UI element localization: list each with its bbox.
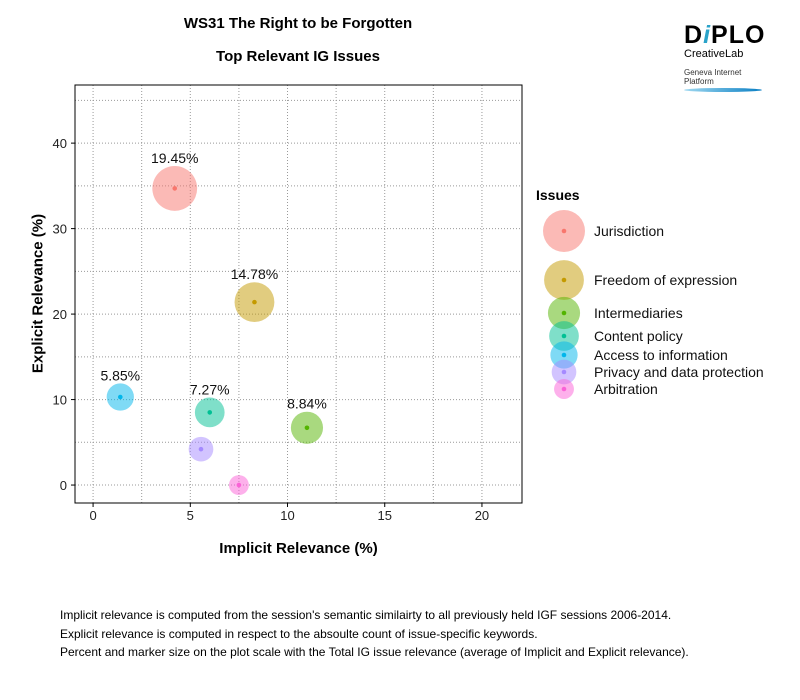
data-label: 8.84% bbox=[287, 396, 327, 412]
data-label: 14.78% bbox=[231, 266, 278, 282]
bubble-center bbox=[236, 482, 242, 488]
plot-border bbox=[74, 84, 523, 504]
bubble-center bbox=[172, 186, 178, 191]
y-tick-label: 10 bbox=[53, 393, 67, 408]
y-tick-label: 0 bbox=[60, 478, 67, 493]
chart-title: WS31 The Right to be Forgotten bbox=[183, 15, 413, 32]
legend-label: Content policy bbox=[594, 328, 683, 344]
diplo-logo: DiPLO CreativeLab Geneva Internet Platfo… bbox=[684, 22, 768, 92]
legend-key-center bbox=[561, 386, 567, 392]
x-tick-label: 20 bbox=[475, 508, 489, 523]
logo-tagline: Geneva Internet Platform bbox=[684, 68, 742, 86]
legend-label: Intermediaries bbox=[594, 305, 683, 321]
note-2: Explicit relevance is computed in respec… bbox=[60, 627, 538, 641]
bubble-center bbox=[207, 410, 213, 415]
data-label: 5.85% bbox=[100, 367, 140, 383]
x-axis-label: Implicit Relevance (%) bbox=[219, 540, 378, 557]
legend-key-center bbox=[561, 277, 567, 283]
y-tick-label: 20 bbox=[53, 307, 67, 322]
logo-brand: DiPLO bbox=[684, 21, 766, 49]
y-tick-label: 40 bbox=[53, 136, 67, 151]
chart-subtitle: Top Relevant IG Issues bbox=[216, 48, 380, 65]
legend-label: Arbitration bbox=[594, 381, 658, 397]
legend-key-center bbox=[561, 333, 567, 339]
y-axis-label: Explicit Relevance (%) bbox=[29, 213, 47, 374]
legend-key-center bbox=[561, 310, 567, 316]
logo-sub: CreativeLab bbox=[684, 48, 744, 60]
bubble-center bbox=[252, 299, 257, 305]
data-label: 19.45% bbox=[151, 150, 198, 166]
x-tick-label: 10 bbox=[280, 508, 294, 523]
bubble-center bbox=[304, 425, 310, 431]
legend-label: Privacy and data protection bbox=[594, 364, 764, 380]
x-tick-label: 0 bbox=[89, 508, 96, 523]
legend-title: Issues bbox=[536, 187, 580, 203]
bubble-center bbox=[118, 394, 123, 400]
legend-key-center bbox=[561, 352, 567, 358]
logo-swoosh bbox=[684, 88, 762, 92]
note-1: Implicit relevance is computed from the … bbox=[60, 608, 672, 622]
legend-key-center bbox=[561, 369, 567, 375]
legend-label: Freedom of expression bbox=[594, 272, 737, 288]
x-tick-label: 5 bbox=[187, 508, 194, 523]
legend-label: Access to information bbox=[594, 347, 728, 363]
bubble-center bbox=[198, 446, 204, 452]
legend-label: Jurisdiction bbox=[594, 223, 664, 239]
legend-key-center bbox=[561, 228, 567, 234]
note-3: Percent and marker size on the plot scal… bbox=[60, 645, 689, 659]
y-tick-label: 30 bbox=[53, 222, 67, 237]
data-label: 7.27% bbox=[190, 382, 230, 398]
x-tick-label: 15 bbox=[377, 508, 391, 523]
